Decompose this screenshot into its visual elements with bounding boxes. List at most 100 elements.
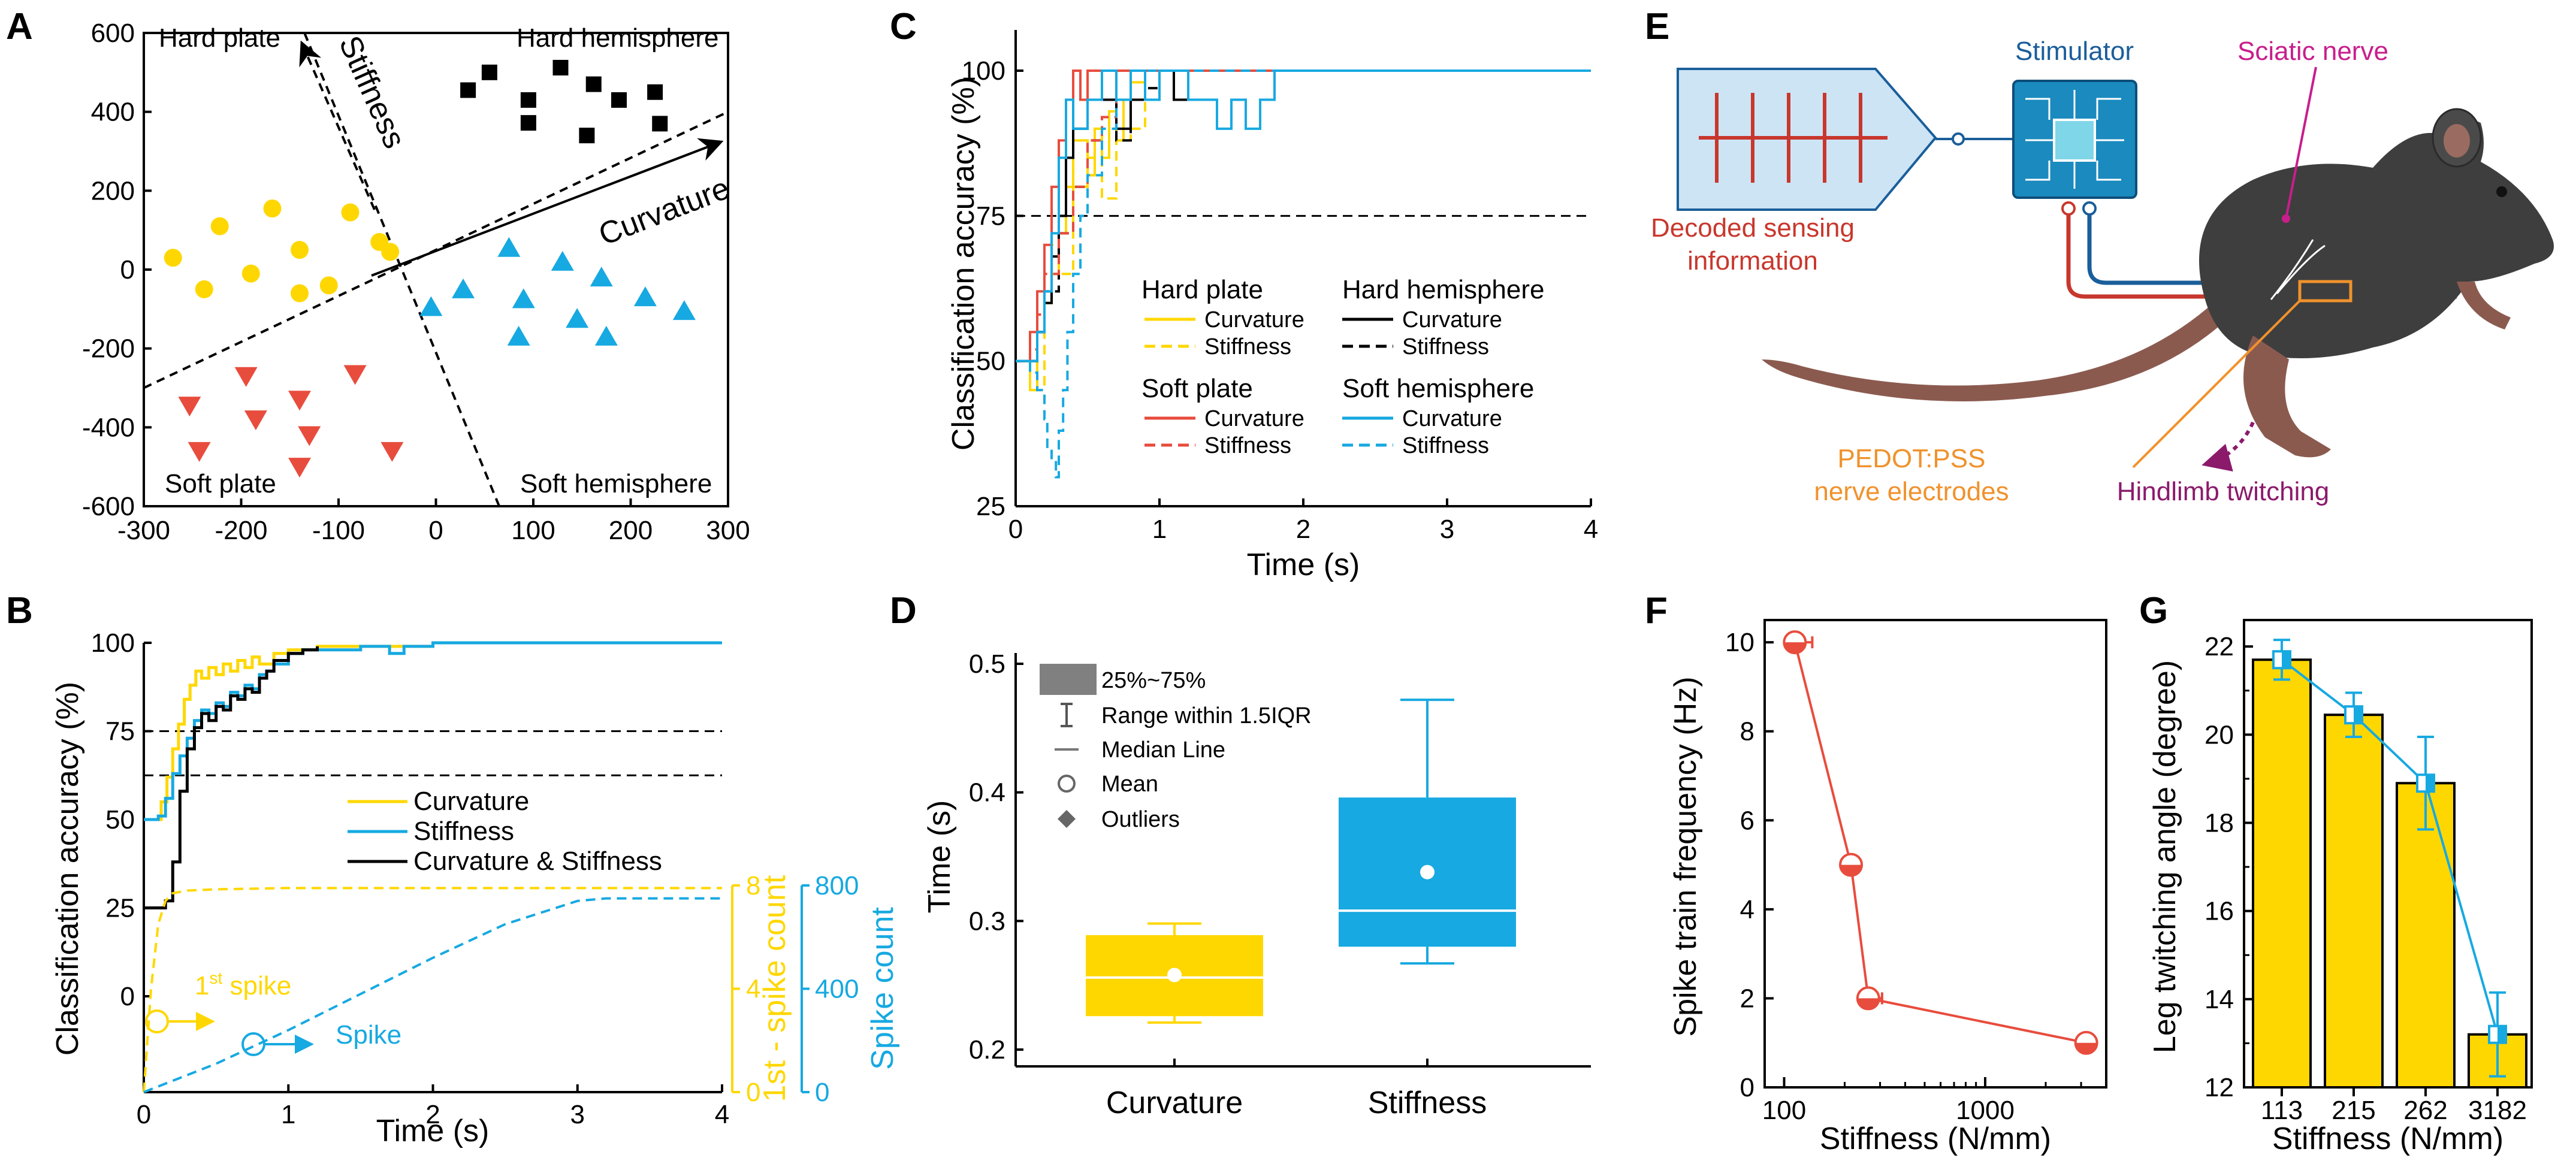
series-curvature: [144, 641, 722, 821]
panel-f-xlabel: Stiffness (N/mm): [1820, 1121, 2051, 1156]
point-hard_plate: [341, 203, 360, 222]
spike-label: Spike: [336, 1020, 401, 1050]
point-hard_hemisphere: [552, 59, 569, 75]
y-tick-label: 100: [91, 628, 135, 658]
legend-label-sh-curv: Curvature: [1402, 406, 1502, 431]
y-tick-label: 16: [2204, 897, 2234, 926]
legend-outlier-swatch: [1058, 810, 1076, 828]
electrode-pointer: [2132, 300, 2301, 468]
point-soft_hemisphere: [419, 296, 443, 316]
x-tick-label: 100: [511, 516, 555, 545]
nerve-electrode-icon: [2298, 280, 2352, 303]
y-tick-label: 50: [976, 347, 1005, 376]
y-tick-label: -400: [82, 413, 135, 442]
point-hard_hemisphere: [647, 84, 663, 100]
panel-label-b: B: [6, 590, 33, 631]
y-tick-label: 12: [2204, 1073, 2234, 1102]
panel-b-xlabel: Time (s): [376, 1114, 490, 1148]
y-tick-label: 14: [2204, 985, 2234, 1014]
bar-113: [2252, 658, 2312, 1089]
legend-title-hard-hemisphere: Hard hemisphere: [1342, 275, 1545, 304]
x-tick-label: 2: [425, 1100, 440, 1129]
legend-label-hp-curv: Curvature: [1204, 307, 1304, 332]
point-soft_hemisphere: [566, 308, 589, 328]
x-tick-label: 0: [1008, 515, 1023, 544]
point-hard_hemisphere: [611, 92, 627, 108]
red-lead-connector: [2061, 201, 2076, 216]
legend-title-hard-plate: Hard plate: [1141, 275, 1263, 304]
y-tick-label: 0.3: [969, 906, 1005, 936]
panel-label-a: A: [6, 6, 33, 47]
y-tick-label: 0: [1740, 1073, 1754, 1102]
point-soft_hemisphere: [497, 237, 521, 257]
mouse-forelimb: [2457, 282, 2511, 329]
panel-d: D 0.2 0.3 0.4 0.5 Curvature Stiffness Time (…: [890, 590, 1591, 1120]
panel-d-legend: 25%~75% Range within 1.5IQR Median Line …: [1040, 664, 1312, 832]
x-tick-label: -300: [117, 516, 170, 545]
twitch-arrow: [2201, 421, 2255, 472]
y-tick-label: 8: [1740, 717, 1754, 746]
panel-b-spike-ylabel: Spike count: [865, 907, 900, 1070]
pedot-label-line1: PEDOT:PSS: [1838, 444, 1986, 473]
label-soft-hemisphere: Soft hemisphere: [520, 469, 712, 498]
x-category-label: Curvature: [1106, 1086, 1243, 1120]
point-soft_plate: [234, 367, 258, 387]
decoded-label-line2: information: [1687, 246, 1818, 276]
y-tick-label: 0: [120, 255, 135, 285]
panel-c-legend: Hard plate Curvature Stiffness Hard hemi…: [1141, 275, 1545, 458]
panel-b-ylabel: Classification accuracy (%): [50, 682, 85, 1056]
legend-mean-swatch: [1058, 775, 1076, 793]
panel-label-e: E: [1645, 6, 1669, 47]
right2-tick-label: 400: [815, 975, 859, 1004]
y-tick-label: 25: [105, 894, 135, 923]
mean-marker: [1420, 864, 1435, 879]
point-hard_plate: [210, 217, 229, 235]
panel-label-d: D: [890, 590, 917, 631]
x-tick-label: 3: [570, 1100, 585, 1129]
point-hard_plate: [164, 249, 182, 267]
point-soft_hemisphere: [594, 325, 618, 346]
point-soft_hemisphere: [507, 325, 530, 346]
spike-marker: [241, 1032, 265, 1056]
legend-median-label: Median Line: [1101, 737, 1225, 763]
point-soft_plate: [244, 410, 267, 431]
point-hard_plate: [195, 280, 213, 298]
label-hard-hemisphere: Hard hemisphere: [517, 23, 719, 53]
panel-label-g: G: [2139, 590, 2168, 631]
point-soft_plate: [288, 391, 311, 411]
x-tick-label: 1: [281, 1100, 295, 1129]
y-tick-label: 25: [976, 492, 1005, 521]
blue-lead-connector: [2082, 201, 2097, 216]
legend-label-sp-stiff: Stiffness: [1204, 433, 1291, 458]
y-tick-label: 6: [1740, 806, 1754, 835]
legend-outlier-label: Outliers: [1101, 807, 1180, 832]
twitch-label: Hindlimb twitching: [2117, 477, 2330, 506]
trend-line: [2281, 658, 2499, 1035]
point-hard_hemisphere: [481, 64, 497, 80]
data-point-half: [2498, 1026, 2506, 1043]
y-tick-label: 4: [1740, 895, 1754, 924]
x-tick-label: 200: [609, 516, 653, 545]
x-tick-label: 3: [1440, 515, 1454, 544]
legend-mean-label: Mean: [1101, 772, 1158, 797]
panel-e: E Stimulator Sciatic nerve: [1645, 6, 2554, 506]
y-tick-label: 0.5: [969, 649, 1005, 679]
label-soft-plate: Soft plate: [165, 469, 276, 498]
point-soft_hemisphere: [551, 250, 574, 271]
panel-label-f: F: [1645, 590, 1668, 631]
bar-262: [2396, 782, 2456, 1089]
mouse-hindlimb: [2243, 335, 2331, 458]
panel-b-first-spike-ylabel: 1st - spike count: [757, 875, 792, 1102]
point-soft_plate: [288, 458, 311, 478]
panel-g-ylabel: Leg twitching angle (degree): [2148, 660, 2182, 1053]
panel-c-ylabel: Classification accuracy (%): [946, 77, 981, 451]
data-point-half: [2282, 651, 2290, 669]
y-tick-label: 20: [2204, 720, 2234, 749]
point-hard_hemisphere: [585, 76, 602, 92]
point-hard_plate: [291, 284, 309, 303]
panel-g-frame: [2243, 619, 2533, 1089]
panel-a-ticks: -300 -200 -100 0 100 200 300 -600 -400 -200 0 200 40…: [82, 19, 750, 545]
label-hard-plate: Hard plate: [159, 23, 280, 53]
data-point-half: [1840, 864, 1862, 876]
